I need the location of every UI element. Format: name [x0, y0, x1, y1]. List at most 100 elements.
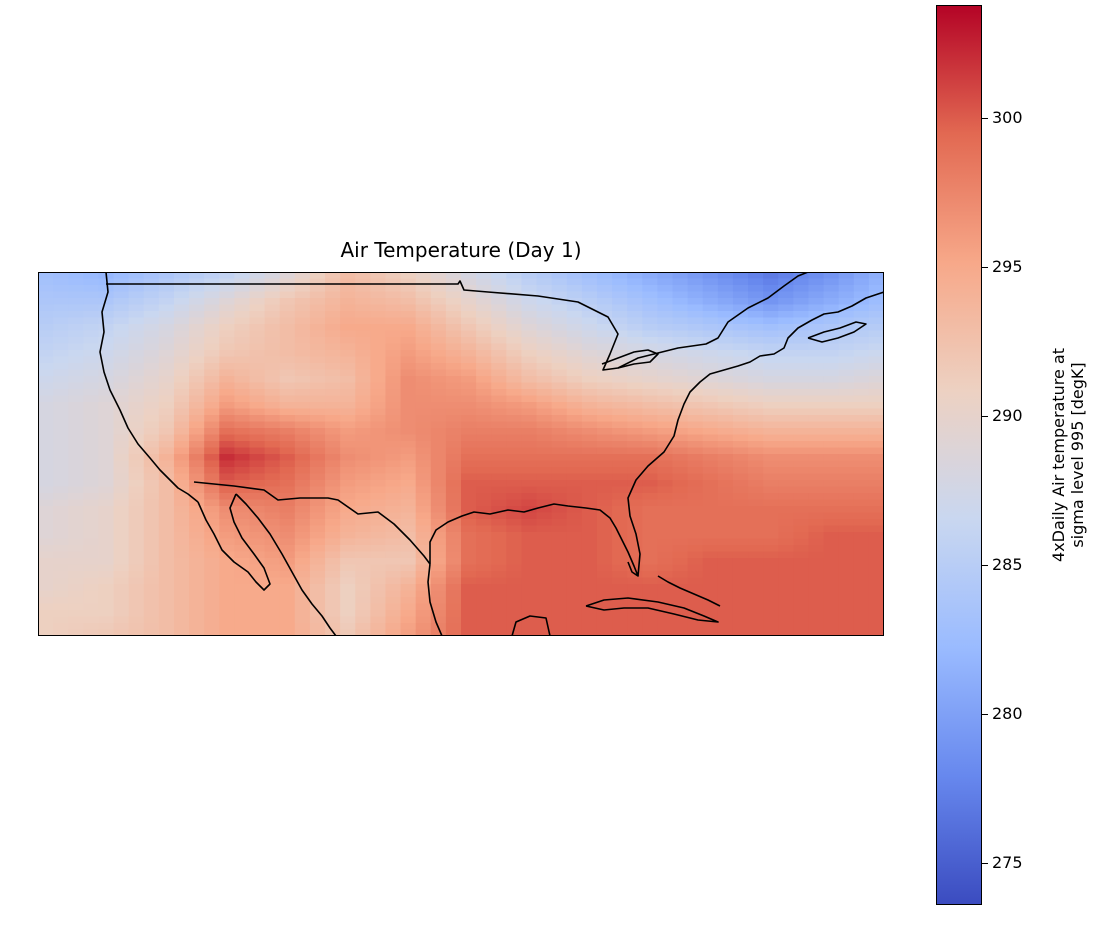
temperature-cell	[717, 571, 734, 579]
temperature-cell	[521, 395, 538, 403]
temperature-cell	[294, 304, 311, 312]
temperature-cell	[219, 512, 235, 520]
temperature-cell	[521, 460, 538, 468]
temperature-cell	[657, 538, 674, 546]
temperature-cell	[234, 272, 251, 280]
temperature-cell	[581, 473, 598, 481]
temperature-cell	[325, 278, 341, 286]
temperature-cell	[763, 467, 779, 475]
temperature-cell	[279, 525, 296, 533]
temperature-cell	[415, 369, 432, 377]
temperature-cell	[355, 272, 371, 280]
temperature-cell	[476, 382, 492, 390]
temperature-cell	[612, 382, 628, 390]
temperature-cell	[627, 519, 643, 527]
temperature-cell	[430, 545, 447, 553]
temperature-cell	[264, 545, 281, 553]
temperature-cell	[219, 519, 235, 527]
temperature-cell	[657, 558, 674, 566]
temperature-cell	[189, 324, 205, 332]
temperature-cell	[279, 441, 296, 449]
temperature-cell	[370, 525, 387, 533]
temperature-cell	[476, 584, 492, 592]
temperature-cell	[234, 590, 251, 598]
temperature-field	[38, 272, 884, 636]
temperature-cell	[551, 486, 568, 494]
temperature-cell	[627, 376, 643, 384]
temperature-cell	[204, 506, 220, 514]
temperature-cell	[612, 590, 628, 598]
temperature-cell	[612, 285, 628, 293]
temperature-cell	[778, 610, 794, 618]
temperature-cell	[370, 493, 387, 501]
temperature-cell	[370, 415, 387, 423]
temperature-cell	[702, 304, 719, 312]
temperature-cell	[204, 304, 220, 312]
temperature-cell	[279, 382, 296, 390]
temperature-cell	[234, 525, 251, 533]
temperature-cell	[113, 441, 130, 449]
temperature-cell	[445, 291, 462, 299]
temperature-cell	[566, 272, 583, 280]
temperature-cell	[702, 460, 719, 468]
temperature-cell	[612, 272, 628, 280]
temperature-cell	[627, 473, 643, 481]
temperature-cell	[853, 493, 870, 501]
temperature-cell	[627, 441, 643, 449]
temperature-cell	[279, 324, 296, 332]
temperature-cell	[385, 441, 402, 449]
temperature-cell	[476, 519, 492, 527]
temperature-cell	[279, 376, 296, 384]
temperature-cell	[340, 421, 356, 429]
temperature-cell	[309, 519, 326, 527]
temperature-cell	[309, 434, 326, 442]
temperature-cell	[461, 434, 477, 442]
temperature-cell	[68, 551, 84, 559]
temperature-cell	[687, 402, 704, 410]
temperature-cell	[702, 408, 719, 416]
temperature-cell	[612, 499, 628, 507]
temperature-cell	[98, 285, 115, 293]
temperature-cell	[566, 493, 583, 501]
temperature-cell	[189, 629, 205, 636]
temperature-cell	[204, 467, 220, 475]
temperature-cell	[113, 564, 130, 572]
temperature-cell	[627, 616, 643, 624]
temperature-cell	[748, 577, 764, 585]
temperature-cell	[294, 395, 311, 403]
temperature-cell	[128, 350, 145, 358]
temperature-cell	[596, 577, 613, 585]
temperature-cell	[868, 278, 884, 286]
temperature-cell	[325, 421, 341, 429]
temperature-cell	[596, 512, 613, 520]
temperature-cell	[264, 441, 281, 449]
temperature-cell	[204, 447, 220, 455]
temperature-cell	[476, 545, 492, 553]
temperature-cell	[506, 571, 523, 579]
temperature-cell	[204, 324, 220, 332]
temperature-cell	[536, 415, 553, 423]
temperature-cell	[370, 584, 387, 592]
temperature-cell	[264, 434, 281, 442]
temperature-cell	[128, 291, 145, 299]
temperature-cell	[68, 584, 84, 592]
temperature-cell	[853, 389, 870, 397]
temperature-cell	[612, 467, 628, 475]
temperature-cell	[38, 493, 54, 501]
temperature-cell	[204, 538, 220, 546]
temperature-cell	[143, 460, 160, 468]
temperature-cell	[596, 304, 613, 312]
temperature-cell	[128, 356, 145, 364]
temperature-cell	[536, 402, 553, 410]
temperature-cell	[158, 415, 175, 423]
temperature-cell	[128, 499, 145, 507]
temperature-cell	[476, 525, 492, 533]
temperature-cell	[642, 486, 658, 494]
temperature-cell	[461, 291, 477, 299]
temperature-cell	[294, 629, 311, 636]
temperature-cell	[249, 298, 266, 306]
temperature-cell	[445, 330, 462, 338]
temperature-cell	[430, 428, 447, 436]
temperature-cell	[793, 564, 810, 572]
temperature-cell	[113, 382, 130, 390]
